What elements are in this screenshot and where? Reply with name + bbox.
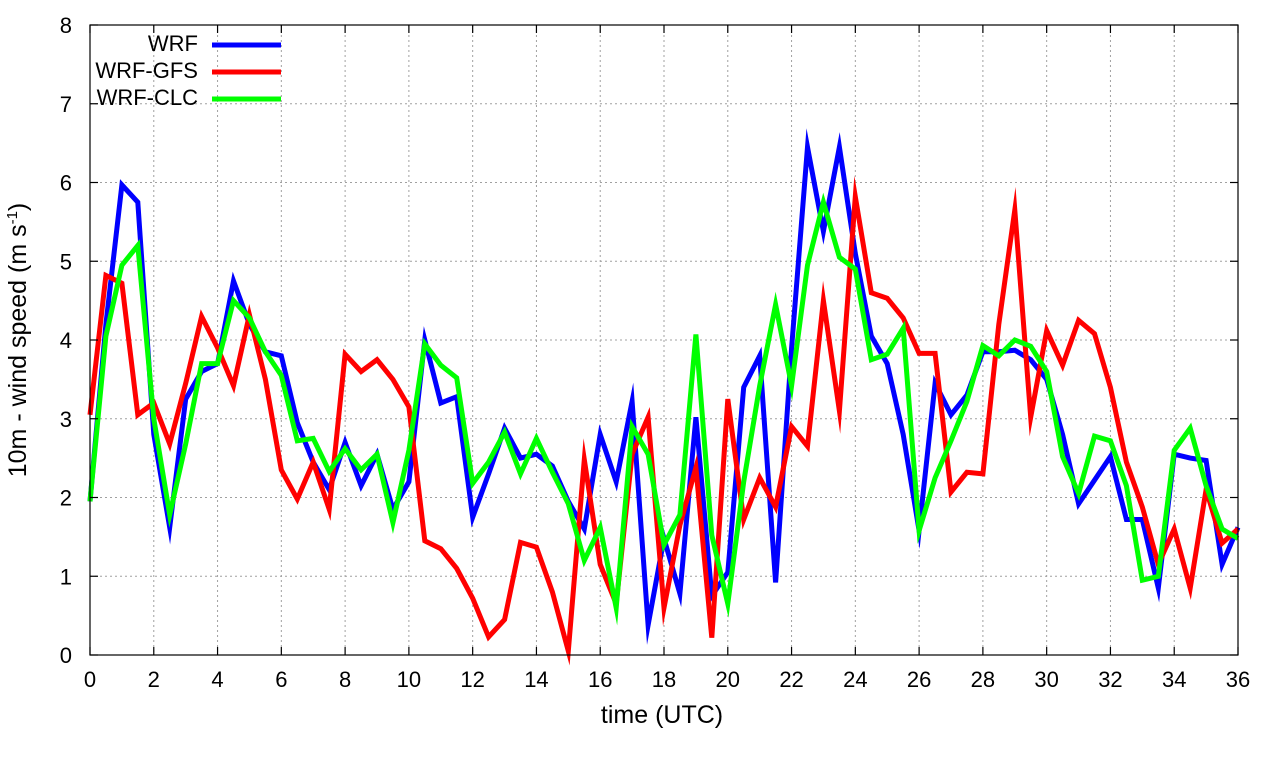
- x-tick-label: 30: [1034, 667, 1058, 692]
- x-tick-label: 6: [275, 667, 287, 692]
- y-axis-title-main: 10m - wind speed (m s: [4, 224, 32, 477]
- x-tick-label: 12: [460, 667, 484, 692]
- x-tick-label: 28: [971, 667, 995, 692]
- x-tick-label: 24: [843, 667, 867, 692]
- series-lines: [87, 128, 1241, 666]
- axis-ticks: 0 2 4 6 8 10 12 14 16 18 20 22 24 26 28 30 32 34 360123456…: [60, 13, 1250, 692]
- series-line-wrf-gfs: [87, 175, 1240, 666]
- x-tick-label: 18: [652, 667, 676, 692]
- x-tick-label: 26: [907, 667, 931, 692]
- x-tick-label: 16: [588, 667, 612, 692]
- x-tick-label: 8: [339, 667, 351, 692]
- y-tick-label: 3: [60, 407, 72, 432]
- y-axis-title: 10m - wind speed (m s-1): [4, 203, 32, 478]
- y-tick-label: 6: [60, 171, 72, 196]
- y-axis-title-close: ): [4, 203, 32, 211]
- x-tick-label: 36: [1226, 667, 1250, 692]
- x-tick-label: 4: [211, 667, 223, 692]
- legend-label-wrf-gfs: WRF-GFS: [95, 58, 198, 83]
- x-tick-label: 14: [524, 667, 548, 692]
- x-tick-label: 2: [148, 667, 160, 692]
- y-tick-label: 8: [60, 13, 72, 38]
- y-tick-label: 5: [60, 249, 72, 274]
- x-axis-title: time (UTC): [601, 701, 723, 729]
- x-tick-label: 32: [1098, 667, 1122, 692]
- x-tick-label: 0: [84, 667, 96, 692]
- legend-label-wrf-clc: WRF-CLC: [97, 85, 199, 110]
- x-tick-label: 22: [779, 667, 803, 692]
- y-tick-label: 1: [60, 564, 72, 589]
- y-tick-label: 0: [60, 643, 72, 668]
- x-tick-label: 34: [1162, 667, 1186, 692]
- grid: [90, 25, 1238, 655]
- y-tick-label: 2: [60, 486, 72, 511]
- y-tick-label: 4: [60, 328, 72, 353]
- x-tick-label: 10: [397, 667, 421, 692]
- y-axis-title-superscript: -1: [4, 211, 21, 224]
- x-tick-label: 20: [716, 667, 740, 692]
- y-tick-label: 7: [60, 92, 72, 117]
- series-line-wrf-clc: [87, 192, 1240, 626]
- legend-label-wrf: WRF: [148, 31, 198, 56]
